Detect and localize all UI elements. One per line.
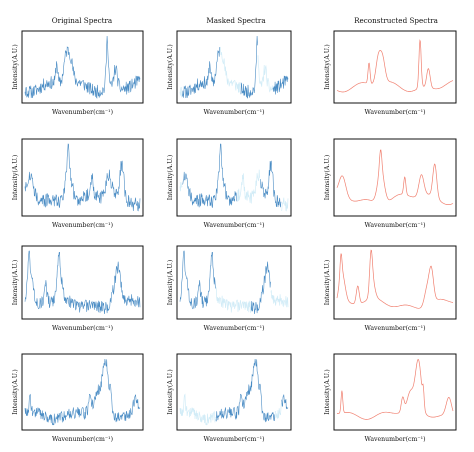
- x-axis-label: Wavenumber(cm⁻¹): [52, 436, 113, 443]
- y-axis-label: Intensity(A.U.): [324, 155, 331, 201]
- visible-spectrum-line: [182, 35, 289, 99]
- reconstructed-spectrum-line: [336, 249, 454, 309]
- reconstructed-spectrum-line: [336, 39, 454, 93]
- x-axis-label: Wavenumber(cm⁻¹): [204, 222, 265, 229]
- plot-frame: [21, 30, 144, 104]
- plot-frame: [21, 138, 144, 217]
- panel-masked-row-3: Wavenumber(cm⁻¹) Intensity(A.U.): [167, 245, 292, 332]
- panel-reconstructed-row-3: Wavenumber(cm⁻¹) Intensity(A.U.): [324, 245, 457, 332]
- plot-frame: [21, 245, 144, 320]
- x-axis-label: Wavenumber(cm⁻¹): [204, 436, 265, 443]
- x-axis-label: Wavenumber(cm⁻¹): [365, 109, 426, 116]
- plot-frame: [333, 138, 457, 217]
- y-axis-label: Intensity(A.U.): [167, 260, 174, 306]
- masked-region-line: [179, 393, 282, 426]
- plot-frame: [176, 353, 292, 431]
- reconstructed-spectrum-line: [337, 358, 454, 420]
- y-axis-label: Intensity(A.U.): [167, 44, 174, 90]
- y-axis-label: Intensity(A.U.): [324, 44, 331, 90]
- y-axis-label: Intensity(A.U.): [12, 44, 19, 90]
- plot-frame: [21, 353, 144, 431]
- y-axis-label: Intensity(A.U.): [12, 369, 19, 415]
- panel-reconstructed-row-1: Wavenumber(cm⁻¹) Intensity(A.U.): [324, 30, 457, 116]
- y-axis-label: Intensity(A.U.): [12, 260, 19, 306]
- plot-frame: [176, 245, 292, 320]
- reconstructed-spectrum-line: [336, 149, 454, 205]
- masked-region-line: [215, 287, 289, 313]
- panel-original-row-2: Wavenumber(cm⁻¹) Intensity(A.U.): [12, 138, 144, 229]
- panel-masked-row-1: Wavenumber(cm⁻¹) Intensity(A.U.): [167, 30, 292, 116]
- panel-original-row-1: Wavenumber(cm⁻¹) Intensity(A.U.): [12, 30, 144, 116]
- panel-reconstructed-row-2: Wavenumber(cm⁻¹) Intensity(A.U.): [324, 138, 457, 229]
- visible-spectrum-line: [179, 250, 271, 315]
- masked-region-line: [179, 46, 273, 98]
- x-axis-label: Wavenumber(cm⁻¹): [204, 325, 265, 332]
- panel-original-row-4: Wavenumber(cm⁻¹) Intensity(A.U.): [12, 353, 144, 443]
- y-axis-label: Intensity(A.U.): [324, 369, 331, 415]
- panel-grid: Wavenumber(cm⁻¹)Intensity(A.U.)Wavenumbe…: [12, 30, 457, 443]
- panel-masked-row-2: Wavenumber(cm⁻¹) Intensity(A.U.): [167, 138, 292, 229]
- original-spectrum-line: [24, 250, 141, 315]
- visible-spectrum-line: [182, 143, 282, 209]
- panel-original-row-3: Wavenumber(cm⁻¹) Intensity(A.U.): [12, 245, 144, 332]
- x-axis-label: Wavenumber(cm⁻¹): [52, 222, 113, 229]
- plot-frame: [176, 30, 292, 104]
- plot-frame: [176, 138, 292, 217]
- x-axis-label: Wavenumber(cm⁻¹): [365, 222, 426, 229]
- original-spectrum-line: [24, 358, 141, 426]
- visible-spectrum-line: [215, 358, 289, 423]
- original-spectrum-line: [24, 35, 141, 99]
- plot-frame: [333, 245, 457, 320]
- x-axis-label: Wavenumber(cm⁻¹): [365, 436, 426, 443]
- column-title-original: Original Spectra: [52, 16, 113, 25]
- x-axis-label: Wavenumber(cm⁻¹): [365, 325, 426, 332]
- x-axis-label: Wavenumber(cm⁻¹): [52, 325, 113, 332]
- original-spectrum-line: [24, 143, 141, 212]
- panel-reconstructed-row-4: Wavenumber(cm⁻¹) Intensity(A.U.): [324, 353, 457, 443]
- column-title-masked: Masked Spectra: [206, 16, 266, 25]
- y-axis-label: Intensity(A.U.): [167, 155, 174, 201]
- plot-frame: [333, 353, 457, 431]
- y-axis-label: Intensity(A.U.): [12, 155, 19, 201]
- column-title-reconstructed: Reconstructed Spectra: [354, 16, 438, 25]
- y-axis-label: Intensity(A.U.): [324, 260, 331, 306]
- x-axis-label: Wavenumber(cm⁻¹): [204, 109, 265, 116]
- y-axis-label: Intensity(A.U.): [167, 369, 174, 415]
- panel-masked-row-4: Wavenumber(cm⁻¹) Intensity(A.U.): [167, 353, 292, 443]
- plot-frame: [333, 30, 457, 104]
- masked-region-line: [179, 169, 289, 212]
- x-axis-label: Wavenumber(cm⁻¹): [52, 109, 113, 116]
